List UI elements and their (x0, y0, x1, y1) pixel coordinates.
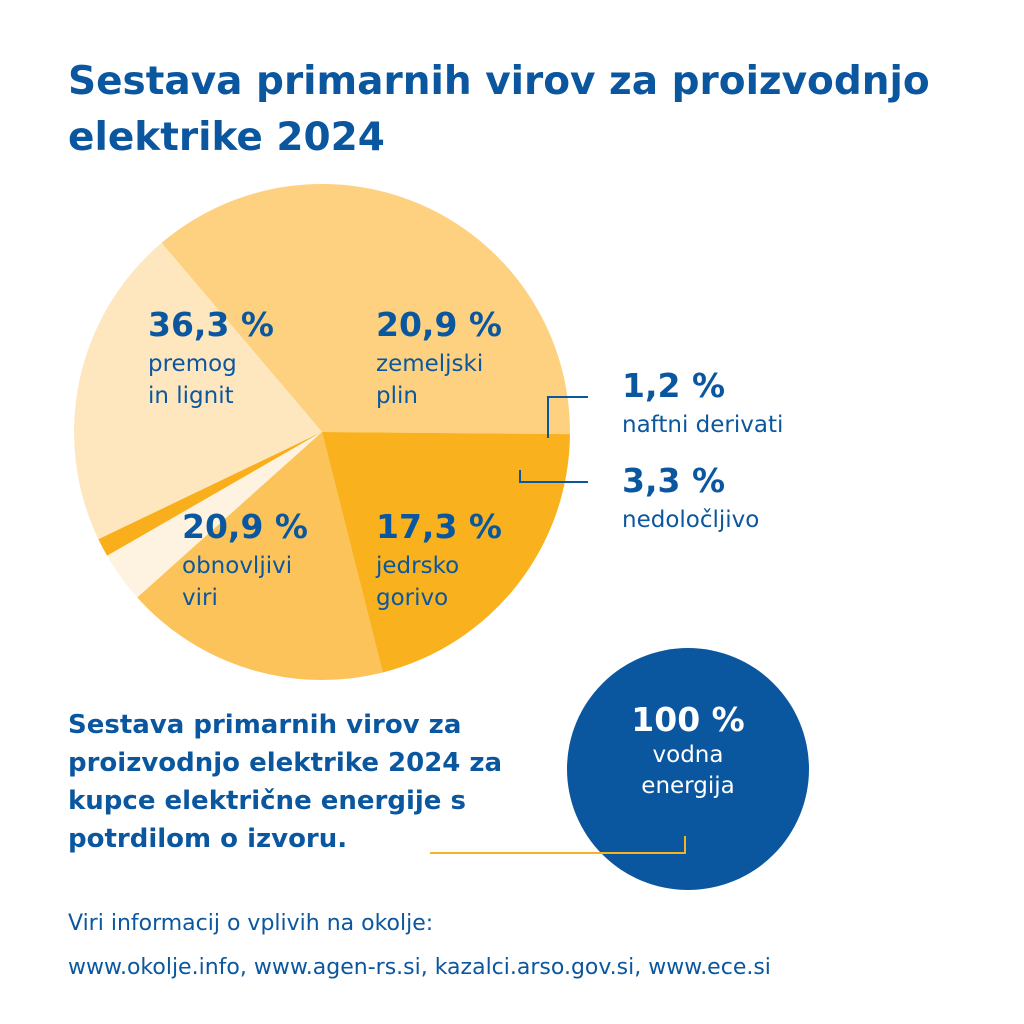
footer-line-1: Viri informacij o vplivih na okolje: (68, 911, 434, 936)
leader-line-naftni-derivati (547, 396, 588, 438)
certified-circle: 100 % vodna energija (567, 648, 809, 890)
pie-chart: 36,3 % premog in lignit 20,9 % zemeljski plin… (73, 184, 783, 681)
footer-line-2: www.okolje.info, www.agen-rs.si, kazalci… (68, 955, 771, 980)
slice-value-label-zemeljski-plin: 20,9 % (376, 305, 502, 344)
slice-value-label-jedrsko-gorivo: 17,3 % (376, 507, 502, 546)
certified-value-label: 100 % (631, 700, 745, 739)
pie-slice-naftni-derivati (98, 432, 322, 556)
pie-slice-obnovljivi-viri (322, 432, 570, 673)
slice-name-label-premog-in-lignit: in lignit (148, 383, 234, 409)
certified-description: Sestava primarnih virov za proizvodnjo e… (68, 710, 503, 854)
page-title: Sestava primarnih virov za proizvodnjo e… (68, 59, 930, 160)
slice-name-label-jedrsko-gorivo: gorivo (376, 585, 448, 611)
slice-name-label-naftni-derivati: naftni derivati (622, 412, 783, 438)
footer: Viri informacij o vplivih na okolje: www… (68, 902, 1008, 990)
leader-line-nedolocljivo (519, 470, 588, 483)
pie-slice-zemeljski-plin (73, 242, 322, 540)
pie-slice-jedrsko-gorivo (137, 432, 383, 681)
slice-name-label-jedrsko-gorivo: jedrsko (375, 553, 459, 579)
slice-name-label-obnovljivi-viri: viri (182, 585, 218, 611)
slice-name-label-obnovljivi-viri: obnovljivi (182, 553, 292, 579)
slice-value-label-naftni-derivati: 1,2 % (622, 366, 725, 405)
slice-value-label-nedolocljivo: 3,3 % (622, 461, 725, 500)
slice-name-label-zemeljski-plin: zemeljski (376, 351, 483, 377)
slice-value-label-premog-in-lignit: 36,3 % (148, 305, 274, 344)
slice-name-label-zemeljski-plin: plin (376, 383, 418, 409)
slice-name-label-premog-in-lignit: premog (148, 351, 237, 377)
certified-name: vodna energija (641, 742, 735, 799)
pie-slice-premog-in-lignit (161, 184, 570, 435)
slice-name-label-nedolocljivo: nedoločljivo (622, 507, 759, 533)
slice-value-label-obnovljivi-viri: 20,9 % (182, 507, 308, 546)
pie-slice-nedolocljivo (107, 432, 323, 598)
